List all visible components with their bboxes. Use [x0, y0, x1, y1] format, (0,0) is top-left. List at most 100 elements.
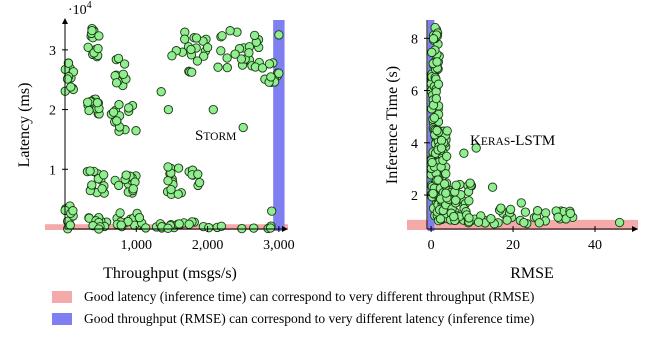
- right-ytick-label: 8: [411, 32, 418, 47]
- scatter-point: [473, 217, 484, 227]
- scatter-point: [464, 213, 474, 223]
- scatter-point: [114, 99, 124, 110]
- right-ytick-label: 6: [411, 85, 418, 100]
- scatter-point: [208, 104, 218, 115]
- scatter-point: [225, 26, 235, 36]
- scatter-point: [111, 78, 122, 88]
- scatter-point: [532, 206, 543, 216]
- scatter-point: [115, 208, 125, 218]
- scatter-point: [134, 212, 145, 223]
- right-ticks: 0 20 40 2 4 6 8: [411, 32, 602, 253]
- right-xtick-label: 20: [506, 238, 520, 253]
- scatter-point: [451, 195, 461, 205]
- scatter-point: [113, 53, 124, 64]
- scatter-point: [114, 180, 124, 191]
- right-ytick-label: 4: [411, 137, 418, 152]
- scatter-point: [265, 223, 276, 233]
- scatter-point: [186, 44, 196, 55]
- left-x-arrow: [282, 226, 288, 232]
- scatter-point: [238, 122, 248, 133]
- left-band-x: [273, 20, 285, 231]
- scatter-point: [118, 69, 128, 79]
- scatter-point: [83, 97, 93, 107]
- legend-swatch-pink: [52, 291, 72, 303]
- scatter-point: [565, 208, 576, 218]
- scatter-point: [427, 47, 437, 58]
- left-chart-title: STORM: [195, 128, 236, 144]
- scatter-point: [519, 217, 529, 228]
- scatter-point: [199, 51, 209, 61]
- scatter-point: [216, 221, 227, 231]
- scatter-point: [92, 98, 103, 108]
- scatter-point: [222, 53, 232, 63]
- scatter-point: [267, 206, 277, 216]
- scatter-point: [249, 223, 259, 233]
- scatter-point: [249, 30, 260, 41]
- scatter-point: [427, 157, 437, 168]
- scatter-point: [87, 25, 97, 36]
- scatter-point: [428, 34, 439, 44]
- right-xtick-label: 40: [588, 238, 602, 253]
- scatter-point: [65, 220, 75, 230]
- scatter-point: [193, 169, 203, 179]
- keras-lstm-panel: 0 20 40 2 4 6 8 KERAS-LSTM RMSE Inference Time…: [384, 20, 638, 282]
- scatter-point: [435, 214, 446, 224]
- scatter-point: [230, 49, 240, 59]
- scatter-point: [163, 223, 173, 233]
- scatter-point: [465, 178, 475, 188]
- scatter-point: [187, 67, 197, 77]
- right-xtick-label: 0: [428, 238, 435, 253]
- figure: 1,000 2,000 3,000 1 2 3 ·104 STORM Throughput…: [16, 0, 638, 282]
- scatter-point: [163, 176, 173, 186]
- right-x-axis-label: RMSE: [510, 265, 554, 282]
- scatter-point: [264, 59, 275, 69]
- scatter-point: [553, 212, 563, 222]
- scatter-point: [94, 31, 104, 41]
- scatter-point: [87, 180, 97, 190]
- scatter-point: [128, 184, 138, 194]
- scatter-point: [459, 148, 469, 158]
- right-points: [426, 22, 625, 229]
- right-y-axis-label: Inference Time (s): [384, 66, 401, 184]
- scatter-point: [204, 223, 214, 233]
- right-chart-title: KERAS-LSTM: [470, 133, 555, 149]
- scatter-point: [433, 79, 444, 89]
- legend-label-good-throughput: Good throughput (RMSE) can correspond to…: [84, 311, 535, 326]
- scatter-point: [486, 213, 496, 224]
- scatter-point: [534, 218, 544, 228]
- scatter-point: [97, 184, 107, 194]
- left-y-arrow: [62, 18, 68, 24]
- scatter-point: [451, 180, 461, 190]
- scatter-point: [84, 105, 94, 116]
- scatter-point: [131, 126, 141, 136]
- scatter-point: [471, 143, 481, 153]
- scatter-point: [83, 42, 93, 52]
- scatter-point: [541, 208, 551, 218]
- scatter-point: [487, 182, 498, 192]
- scatter-point: [66, 82, 76, 92]
- left-ytick-label: 2: [49, 104, 56, 119]
- legend-swatch-blue: [52, 313, 72, 325]
- legend-item-good-throughput: Good throughput (RMSE) can correspond to…: [52, 311, 534, 327]
- scatter-point: [236, 54, 247, 64]
- scatter-point: [432, 125, 442, 136]
- right-x-arrow: [632, 226, 638, 232]
- scatter-point: [156, 87, 166, 97]
- scatter-point: [108, 107, 119, 117]
- scatter-point: [274, 30, 284, 40]
- right-ytick-label: 2: [411, 189, 418, 204]
- scatter-point: [180, 34, 190, 44]
- left-xtick-label: 3,000: [263, 238, 295, 253]
- scatter-point: [116, 220, 126, 230]
- scatter-point: [184, 219, 194, 229]
- scatter-point: [266, 72, 276, 82]
- scatter-point: [429, 113, 440, 123]
- legend-label-good-latency: Good latency (inference time) can corres…: [84, 289, 535, 304]
- scatter-point: [194, 177, 205, 188]
- scatter-point: [121, 170, 131, 180]
- scatter-point: [257, 63, 268, 73]
- scatter-point: [216, 46, 226, 56]
- scatter-point: [202, 42, 213, 53]
- scatter-point: [516, 198, 526, 208]
- scatter-point: [163, 162, 173, 172]
